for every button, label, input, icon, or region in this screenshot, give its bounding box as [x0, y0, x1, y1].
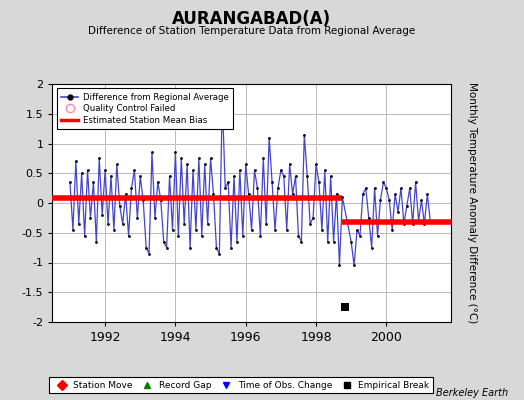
Legend: Station Move, Record Gap, Time of Obs. Change, Empirical Break: Station Move, Record Gap, Time of Obs. C… — [49, 377, 433, 394]
Text: Difference of Station Temperature Data from Regional Average: Difference of Station Temperature Data f… — [88, 26, 415, 36]
Legend: Difference from Regional Average, Quality Control Failed, Estimated Station Mean: Difference from Regional Average, Qualit… — [57, 88, 233, 129]
Text: AURANGABAD(A): AURANGABAD(A) — [172, 10, 331, 28]
Y-axis label: Monthly Temperature Anomaly Difference (°C): Monthly Temperature Anomaly Difference (… — [466, 82, 477, 324]
Text: Berkeley Earth: Berkeley Earth — [436, 388, 508, 398]
